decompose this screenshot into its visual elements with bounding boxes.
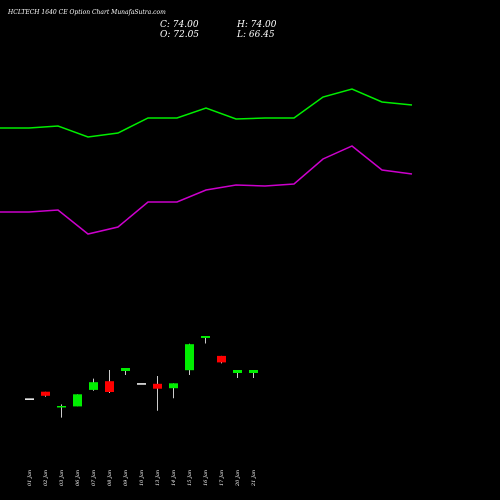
ohlc-close: C: 74.00 <box>160 20 199 30</box>
candle <box>137 383 146 385</box>
candle-body <box>121 368 130 371</box>
candle <box>233 370 242 378</box>
candle-body <box>89 382 98 390</box>
x-tick-label: 02 Jan <box>43 470 49 486</box>
x-tick-label: 01 Jan <box>27 470 33 486</box>
indicator-lines <box>0 88 413 235</box>
candle <box>121 368 130 375</box>
candle-body <box>153 383 162 389</box>
candle-body <box>201 336 210 338</box>
upper-band-line <box>0 88 413 138</box>
x-tick-label: 20 Jan <box>235 470 241 487</box>
candle-body <box>105 381 114 392</box>
x-tick-label: 13 Jan <box>155 470 161 486</box>
candle <box>73 394 82 407</box>
candle-body <box>217 355 226 363</box>
candle-body <box>57 406 66 408</box>
ohlc-high: H: 74.00 <box>236 20 277 30</box>
x-axis-ticks: 01 Jan 02 Jan 03 Jan 06 Jan 07 Jan 08 Jan 09 J… <box>27 470 257 487</box>
x-tick-label: 10 Jan <box>139 470 145 486</box>
candle-body <box>137 383 146 385</box>
candle <box>41 391 50 397</box>
candle <box>201 336 210 344</box>
ohlc-open: O: 72.05 <box>160 30 199 40</box>
candle <box>185 343 194 375</box>
candle-body <box>169 383 178 389</box>
candle <box>57 404 66 418</box>
x-tick-label: 06 Jan <box>75 470 81 486</box>
x-tick-label: 14 Jan <box>171 470 177 486</box>
x-tick-label: 15 Jan <box>187 470 193 486</box>
candle <box>249 370 258 378</box>
x-tick-label: 21 Jan <box>251 470 257 487</box>
candle <box>25 398 34 400</box>
x-tick-label: 16 Jan <box>203 470 209 486</box>
candle-body <box>233 370 242 373</box>
candle <box>217 355 226 364</box>
candle <box>105 370 114 393</box>
candle-body <box>249 370 258 373</box>
x-tick-label: 09 Jan <box>123 470 129 486</box>
x-tick-label: 07 Jan <box>91 470 97 486</box>
x-tick-label: 03 Jan <box>59 470 65 486</box>
x-tick-label: 08 Jan <box>107 470 113 486</box>
candle <box>89 378 98 391</box>
candle <box>153 376 162 411</box>
candles <box>25 336 258 418</box>
lower-band-line <box>0 145 413 235</box>
candle-body <box>25 398 34 400</box>
candle-body <box>185 344 194 371</box>
x-tick-label: 17 Jan <box>219 470 225 486</box>
chart-title: HCLTECH 1640 CE Option Chart MunafaSutra… <box>7 9 166 16</box>
ohlc-low: L: 66.45 <box>236 30 275 40</box>
candle-body <box>73 394 82 407</box>
candle <box>169 383 178 399</box>
candle-body <box>41 391 50 396</box>
